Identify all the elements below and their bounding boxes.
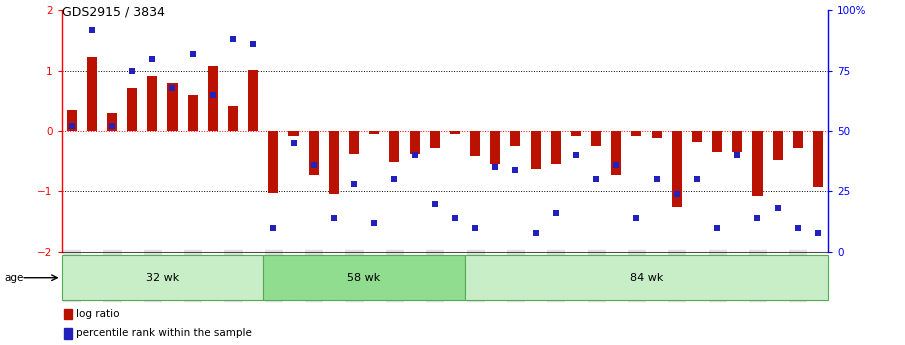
Text: percentile rank within the sample: percentile rank within the sample bbox=[76, 328, 252, 338]
Point bbox=[670, 191, 684, 197]
Point bbox=[568, 152, 583, 158]
Point bbox=[166, 85, 180, 90]
Bar bbox=[793, 131, 803, 148]
Bar bbox=[228, 106, 238, 131]
Point bbox=[730, 152, 745, 158]
Bar bbox=[263, 255, 465, 300]
Text: 58 wk: 58 wk bbox=[348, 273, 381, 283]
Bar bbox=[309, 131, 319, 175]
Point bbox=[811, 230, 825, 235]
Point bbox=[307, 162, 321, 168]
Point bbox=[367, 220, 381, 226]
Point bbox=[125, 68, 139, 73]
Bar bbox=[672, 131, 681, 207]
Bar bbox=[87, 58, 97, 131]
Bar bbox=[208, 66, 218, 131]
Point bbox=[750, 215, 765, 221]
Bar bbox=[329, 131, 338, 195]
Bar bbox=[369, 131, 379, 134]
Bar bbox=[187, 95, 197, 131]
Point bbox=[186, 51, 200, 57]
Point bbox=[246, 41, 261, 47]
Text: age: age bbox=[5, 273, 24, 283]
Point bbox=[266, 225, 281, 230]
Bar bbox=[167, 83, 177, 131]
Bar bbox=[611, 131, 622, 175]
Point bbox=[509, 167, 523, 172]
Bar bbox=[530, 131, 540, 169]
Point bbox=[225, 37, 240, 42]
Bar bbox=[752, 131, 763, 196]
Bar bbox=[465, 255, 828, 300]
Bar bbox=[127, 88, 138, 131]
Point bbox=[387, 177, 402, 182]
Bar bbox=[591, 131, 601, 146]
Point bbox=[650, 177, 664, 182]
Bar bbox=[148, 76, 157, 131]
Point bbox=[64, 124, 79, 129]
Point bbox=[105, 124, 119, 129]
Bar bbox=[491, 131, 500, 164]
Bar bbox=[248, 70, 258, 131]
Point bbox=[710, 225, 724, 230]
Bar bbox=[67, 110, 77, 131]
Point bbox=[448, 215, 462, 221]
Bar bbox=[692, 131, 702, 142]
Bar bbox=[289, 131, 299, 136]
Bar bbox=[450, 131, 460, 134]
Point bbox=[690, 177, 704, 182]
Bar bbox=[409, 131, 420, 154]
Point bbox=[629, 215, 643, 221]
Bar bbox=[510, 131, 520, 146]
Point bbox=[205, 92, 220, 98]
Bar bbox=[571, 131, 581, 136]
Bar bbox=[107, 113, 117, 131]
Point bbox=[286, 140, 300, 146]
Point bbox=[468, 225, 482, 230]
Bar bbox=[268, 131, 279, 193]
Text: 32 wk: 32 wk bbox=[146, 273, 179, 283]
Bar bbox=[63, 328, 72, 339]
Point bbox=[347, 181, 361, 187]
Point bbox=[427, 201, 442, 206]
Bar bbox=[470, 131, 481, 157]
Bar bbox=[551, 131, 561, 164]
Text: GDS2915 / 3834: GDS2915 / 3834 bbox=[62, 5, 165, 18]
Bar bbox=[652, 131, 662, 138]
Point bbox=[327, 215, 341, 221]
Bar bbox=[712, 131, 722, 152]
Point bbox=[145, 56, 159, 61]
Point bbox=[589, 177, 604, 182]
Point bbox=[407, 152, 422, 158]
Bar bbox=[63, 309, 72, 319]
Point bbox=[609, 162, 624, 168]
Bar bbox=[62, 255, 263, 300]
Point bbox=[791, 225, 805, 230]
Bar bbox=[773, 131, 783, 160]
Text: 84 wk: 84 wk bbox=[630, 273, 663, 283]
Bar bbox=[732, 131, 742, 152]
Bar bbox=[813, 131, 823, 187]
Point bbox=[529, 230, 543, 235]
Bar bbox=[389, 131, 399, 162]
Point bbox=[548, 210, 563, 216]
Point bbox=[84, 27, 99, 32]
Bar bbox=[632, 131, 642, 136]
Text: log ratio: log ratio bbox=[76, 309, 120, 319]
Bar bbox=[349, 131, 359, 154]
Point bbox=[488, 165, 502, 170]
Point bbox=[770, 206, 785, 211]
Bar bbox=[430, 131, 440, 148]
